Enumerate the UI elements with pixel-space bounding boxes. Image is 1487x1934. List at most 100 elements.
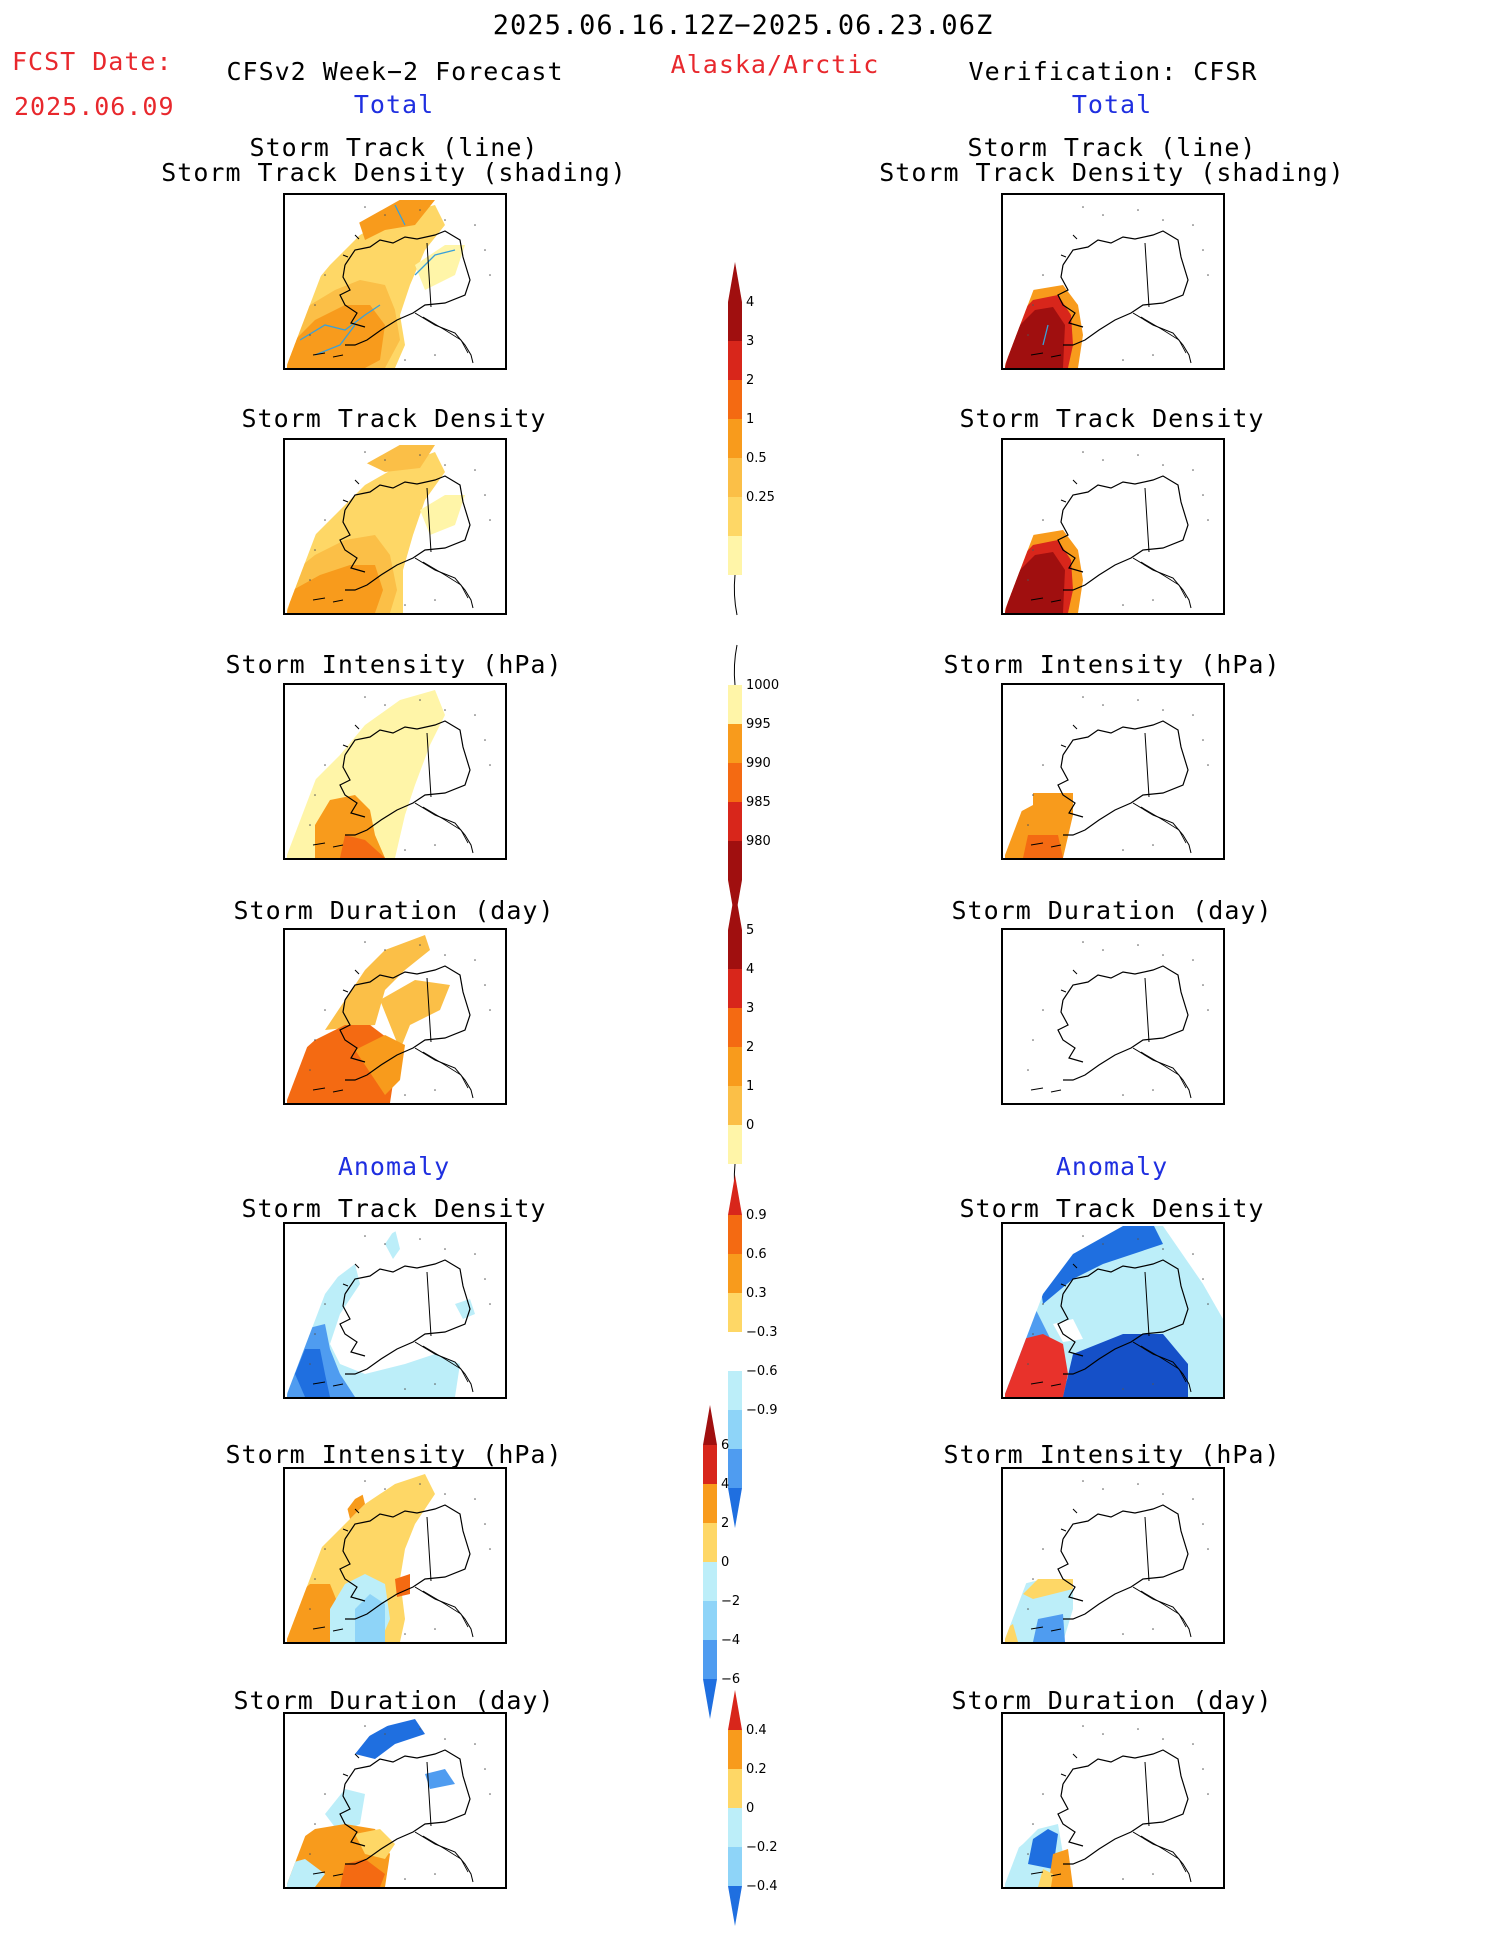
colorbar-segment xyxy=(728,1449,742,1488)
colorbar-tick-label: 1 xyxy=(746,1079,754,1094)
colorbar-segment xyxy=(728,1086,742,1125)
colorbar-top-tip xyxy=(728,1690,742,1730)
colorbar-segment xyxy=(728,497,742,536)
cfsr-density-map xyxy=(1001,438,1225,615)
left-track-shading-title: Storm Track Density (shading) xyxy=(161,158,627,187)
colorbar-segment xyxy=(703,1484,717,1523)
colorbar-segment xyxy=(728,1125,742,1164)
colorbar-segment xyxy=(703,1523,717,1562)
colorbar-tick-label: −0.3 xyxy=(746,1325,778,1340)
colorbar-intensity-total: 1000 995 990 985 980 xyxy=(720,644,790,920)
colorbar-segment xyxy=(728,1008,742,1047)
colorbar-intensity-anomaly: 6 4 2 0 −2 −4 −6 xyxy=(695,1405,765,1719)
left-anomaly-label: Anomaly xyxy=(337,1152,451,1181)
colorbar-tick-label: 0.9 xyxy=(746,1208,767,1223)
colorbar-duration-anomaly: 0.4 0.2 0 −0.2 −0.4 xyxy=(720,1690,790,1934)
colorbar-tick-label: 980 xyxy=(746,834,771,849)
colorbar-segment xyxy=(728,1215,742,1254)
colorbar-segment xyxy=(728,1293,742,1332)
left-intensity-title: Storm Intensity (hPa) xyxy=(225,650,563,679)
colorbar-segment xyxy=(728,685,742,724)
colorbar-segment xyxy=(728,802,742,841)
colorbar-tick-label: 3 xyxy=(746,1001,754,1016)
colorbar-segment xyxy=(728,969,742,1008)
region-title: Alaska/Arctic xyxy=(670,50,880,79)
left-anom-intensity-title: Storm Intensity (hPa) xyxy=(225,1440,563,1469)
colorbar-tick-label: 0.6 xyxy=(746,1247,767,1262)
colorbar-tick-label: 2 xyxy=(721,1516,729,1531)
right-anom-density-title: Storm Track Density xyxy=(959,1194,1265,1223)
right-anom-intensity-title: Storm Intensity (hPa) xyxy=(943,1440,1281,1469)
colorbar-tick-label: 0 xyxy=(746,1801,754,1816)
left-anom-duration-title: Storm Duration (day) xyxy=(233,1686,555,1715)
colorbar-tick-label: 2 xyxy=(746,1040,754,1055)
date-range: 2025.06.16.12Z−2025.06.23.06Z xyxy=(492,10,994,41)
colorbar-tick-label: 0.4 xyxy=(746,1723,767,1738)
colorbar-segment xyxy=(703,1445,717,1484)
colorbar-top-tip xyxy=(728,262,742,302)
colorbar-tick-label: −6 xyxy=(721,1672,740,1687)
fcst-duration-map xyxy=(283,928,507,1105)
colorbar-segment xyxy=(703,1562,717,1601)
colorbar-tick-label: 3 xyxy=(746,334,754,349)
colorbar-tick-label: 0.2 xyxy=(746,1762,767,1777)
colorbar-bottom-tip xyxy=(728,1886,742,1926)
colorbar-tick-label: 4 xyxy=(746,962,754,977)
fcst-storm-track-map xyxy=(283,193,507,370)
colorbar-tick-label: −0.2 xyxy=(746,1840,778,1855)
colorbar-tick-label: −4 xyxy=(721,1633,740,1648)
colorbar-duration-total: 5 4 3 2 1 0 xyxy=(720,890,790,1205)
colorbar-tick-label: 995 xyxy=(746,717,771,732)
colorbar-segment xyxy=(728,341,742,380)
colorbar-tick-label: 2 xyxy=(746,373,754,388)
colorbar-bottom-tip xyxy=(703,1679,717,1719)
colorbar-segment xyxy=(728,1730,742,1769)
colorbar-top-tip xyxy=(728,890,742,930)
colorbar-tick-label: 0.3 xyxy=(746,1286,767,1301)
colorbar-segment xyxy=(728,458,742,497)
colorbar-tick-label: 4 xyxy=(721,1477,729,1492)
fcst-intensity-map xyxy=(283,683,507,860)
colorbar-density-anomaly: 0.9 0.6 0.3 −0.3 −0.6 −0.9 xyxy=(720,1175,790,1528)
colorbar-segment xyxy=(728,1047,742,1086)
right-total-label: Total xyxy=(1071,90,1153,119)
right-duration-title: Storm Duration (day) xyxy=(951,896,1273,925)
fcst-duration-anomaly-map xyxy=(283,1712,507,1889)
colorbar-segment xyxy=(728,1769,742,1808)
colorbar-segment xyxy=(728,1808,742,1847)
left-total-label: Total xyxy=(353,90,435,119)
colorbar-tick-label: 1 xyxy=(746,412,754,427)
left-duration-title: Storm Duration (day) xyxy=(233,896,555,925)
colorbar-tick-label: −0.4 xyxy=(746,1879,778,1894)
right-column-title: Verification: CFSR xyxy=(968,57,1258,86)
fcst-intensity-anomaly-map xyxy=(283,1467,507,1644)
colorbar-top-tip xyxy=(703,1405,717,1445)
right-anom-duration-title: Storm Duration (day) xyxy=(951,1686,1273,1715)
colorbar-tick-label: 985 xyxy=(746,795,771,810)
colorbar-segment xyxy=(728,419,742,458)
cfsr-intensity-anomaly-map xyxy=(1001,1467,1225,1644)
cfsr-duration-anomaly-map xyxy=(1001,1712,1225,1889)
colorbar-tick-label: −0.6 xyxy=(746,1364,778,1379)
right-density-title: Storm Track Density xyxy=(959,404,1265,433)
fcst-date-value: 2025.06.09 xyxy=(14,92,175,121)
right-track-shading-title: Storm Track Density (shading) xyxy=(879,158,1345,187)
cfsr-density-anomaly-map xyxy=(1001,1222,1225,1399)
colorbar-tick-label: 0 xyxy=(746,1118,754,1133)
colorbar-segment xyxy=(703,1601,717,1640)
cfsr-storm-track-map xyxy=(1001,193,1225,370)
right-track-line-title: Storm Track (line) xyxy=(967,133,1257,162)
colorbar-bottom-tip xyxy=(728,1488,742,1528)
left-density-title: Storm Track Density xyxy=(241,404,547,433)
colorbar-segment xyxy=(728,763,742,802)
colorbar-tick-label: 5 xyxy=(746,923,754,938)
fcst-density-map xyxy=(283,438,507,615)
colorbar-segment xyxy=(728,380,742,419)
cfsr-intensity-map xyxy=(1001,683,1225,860)
left-column-title: CFSv2 Week−2 Forecast xyxy=(226,57,564,86)
colorbar-bottom-tick xyxy=(733,574,738,616)
colorbar-tick-label: −0.9 xyxy=(746,1403,778,1418)
left-anom-density-title: Storm Track Density xyxy=(241,1194,547,1223)
colorbar-segment xyxy=(728,1410,742,1449)
colorbar-segment xyxy=(728,1254,742,1293)
